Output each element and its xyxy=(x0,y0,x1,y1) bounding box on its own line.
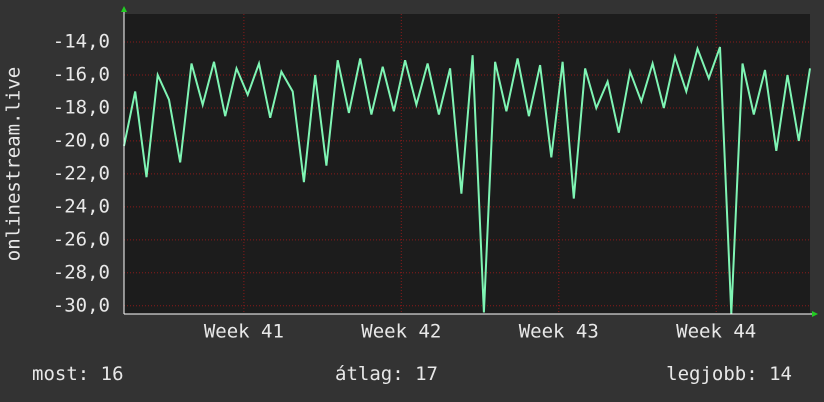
stat-label: legjobb: xyxy=(666,363,758,385)
x-tick-label: Week 43 xyxy=(519,321,599,343)
y-tick-label: -20,0 xyxy=(53,129,110,151)
x-tick-label: Week 44 xyxy=(676,321,756,343)
y-tick-label: -18,0 xyxy=(53,96,110,118)
stat-value: 17 xyxy=(415,363,438,385)
y-axis-label: onlinestream.live xyxy=(3,67,25,261)
stat-value: 14 xyxy=(769,363,792,385)
stat: átlag: 17 xyxy=(335,363,438,385)
x-tick-label: Week 42 xyxy=(361,321,441,343)
stat: most: 16 xyxy=(32,363,124,385)
data-line xyxy=(123,45,811,315)
y-tick-label: -16,0 xyxy=(53,63,110,85)
stat-label: most: xyxy=(32,363,89,385)
y-tick-label: -26,0 xyxy=(53,228,110,250)
axis-arrow xyxy=(121,6,127,12)
stat-label: átlag: xyxy=(335,363,404,385)
plot-area xyxy=(124,14,810,314)
x-tick-label: Week 41 xyxy=(204,321,284,343)
y-tick-label: -30,0 xyxy=(53,294,110,316)
stat-value: 16 xyxy=(101,363,124,385)
y-tick-label: -14,0 xyxy=(53,31,110,53)
y-tick-label: -22,0 xyxy=(53,162,110,184)
y-tick-label: -28,0 xyxy=(53,261,110,283)
y-tick-label: -24,0 xyxy=(53,195,110,217)
axis-arrow xyxy=(812,311,818,317)
stat: legjobb: 14 xyxy=(666,363,792,385)
